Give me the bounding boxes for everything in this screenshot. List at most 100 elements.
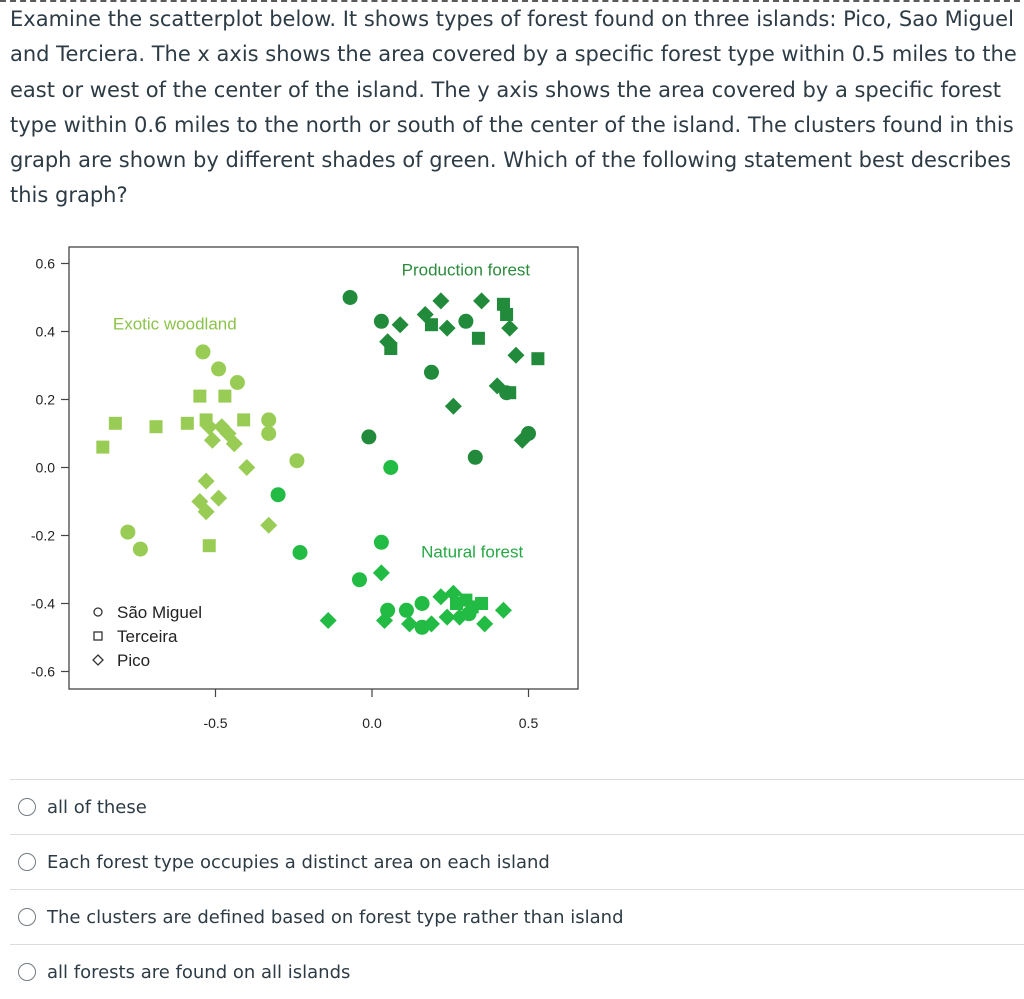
point-sao-miguel (289, 453, 305, 469)
answer-label: all of these (47, 796, 147, 818)
point-terceira (531, 352, 545, 366)
question-text: Examine the scatterplot below. It shows … (10, 7, 1017, 208)
point-pico (476, 615, 494, 633)
point-terceira (237, 413, 251, 427)
legend-label: Pico (117, 651, 150, 670)
answer-option-all-of-these[interactable]: all of these (10, 779, 1024, 834)
point-pico (379, 333, 397, 351)
point-pico (210, 489, 228, 507)
point-sao-miguel (423, 364, 439, 380)
point-sao-miguel (461, 606, 477, 622)
answer-label: Each forest type occupies a distinct are… (47, 851, 550, 873)
point-terceira (500, 308, 514, 321)
x-tick-label: 0.0 (362, 715, 382, 731)
point-pico (507, 346, 525, 364)
point-pico (438, 608, 456, 626)
point-sao-miguel (195, 344, 211, 360)
point-sao-miguel (414, 596, 430, 611)
cluster-label: Exotic woodland (113, 315, 237, 334)
point-sao-miguel (132, 541, 148, 557)
point-pico (391, 316, 409, 334)
point-sao-miguel (211, 361, 227, 377)
radio-button[interactable] (18, 963, 36, 981)
point-terceira (424, 318, 438, 332)
scatter-chart: 0.6 0.4 0.2 0.0 -0.2 -0.4 -0.6 -0.5 0.0 0.5 Produc… (31, 246, 579, 731)
point-pico (473, 292, 491, 310)
point-pico (197, 472, 215, 490)
point-terceira (471, 331, 485, 345)
legend-circle-icon (93, 607, 103, 617)
point-sao-miguel (467, 449, 483, 465)
x-tick-label: 0.5 (519, 715, 539, 731)
y-tick-label: 0.0 (36, 460, 56, 476)
point-pico (494, 601, 512, 619)
point-sao-miguel (270, 487, 286, 503)
point-pico (432, 292, 450, 310)
point-terceira (503, 386, 517, 400)
point-terceira (149, 420, 163, 434)
point-sao-miguel (373, 313, 389, 329)
point-sao-miguel (383, 460, 399, 475)
y-tick-label: 0.4 (36, 324, 56, 340)
point-sao-miguel (398, 602, 414, 618)
point-sao-miguel (292, 545, 308, 560)
point-pico (451, 608, 469, 626)
y-tick-label: 0.2 (36, 392, 56, 408)
point-pico (200, 418, 218, 436)
point-sao-miguel (342, 290, 358, 305)
point-pico (432, 588, 450, 606)
point-pico (213, 418, 231, 436)
point-pico (401, 615, 419, 633)
cluster-label: Natural forest (421, 543, 523, 562)
point-terceira (202, 539, 216, 553)
point-pico (260, 516, 278, 534)
point-sao-miguel (261, 426, 277, 441)
answer-option-distinct-area[interactable]: Each forest type occupies a distinct are… (10, 834, 1024, 889)
y-tick-label: 0.6 (36, 256, 56, 272)
point-pico (422, 615, 440, 633)
point-terceira (96, 440, 110, 454)
radio-button[interactable] (18, 853, 36, 871)
point-terceira (108, 416, 122, 430)
point-pico (444, 397, 462, 415)
point-pico (319, 612, 337, 629)
point-sao-miguel (351, 572, 367, 588)
point-pico (197, 503, 215, 521)
point-terceira (475, 597, 489, 610)
answer-options: all of these Each forest type occupies a… (0, 779, 1024, 999)
answer-label: all forests are found on all islands (47, 961, 351, 983)
point-sao-miguel (361, 429, 377, 445)
point-pico (376, 612, 394, 629)
point-terceira (496, 297, 510, 311)
point-sao-miguel (229, 375, 245, 390)
cluster-label: Production forest (402, 260, 531, 279)
point-sao-miguel (458, 313, 474, 329)
answer-option-clusters-forest-type[interactable]: The clusters are defined based on forest… (10, 889, 1024, 944)
point-terceira (384, 342, 398, 355)
legend-square-icon (93, 631, 103, 641)
radio-button[interactable] (18, 908, 36, 926)
answer-option-all-islands[interactable]: all forests are found on all islands (10, 944, 1024, 999)
x-tick-label: -0.5 (203, 715, 227, 731)
point-pico (372, 564, 390, 582)
question-block: Examine the scatterplot below. It shows … (0, 0, 1024, 207)
point-pico (438, 319, 456, 337)
radio-button[interactable] (18, 798, 36, 816)
point-terceira (180, 416, 194, 430)
point-terceira (218, 389, 232, 403)
point-sao-miguel (261, 412, 277, 428)
y-tick-label: -0.2 (31, 528, 55, 544)
point-pico (238, 459, 256, 476)
legend-label: Terceira (117, 627, 178, 646)
answer-label: The clusters are defined based on forest… (47, 906, 624, 928)
legend-label: São Miguel (117, 603, 202, 622)
y-tick-label: -0.6 (31, 664, 55, 680)
legend-diamond-icon (92, 654, 104, 666)
point-sao-miguel (120, 524, 136, 540)
plot-layer: 0.6 0.4 0.2 0.0 -0.2 -0.4 -0.6 -0.5 0.0 0.5 Produc… (31, 246, 579, 731)
point-pico (203, 431, 221, 449)
point-terceira (193, 389, 207, 403)
point-pico (225, 435, 243, 453)
y-tick-label: -0.4 (31, 596, 55, 612)
point-sao-miguel (373, 534, 389, 550)
